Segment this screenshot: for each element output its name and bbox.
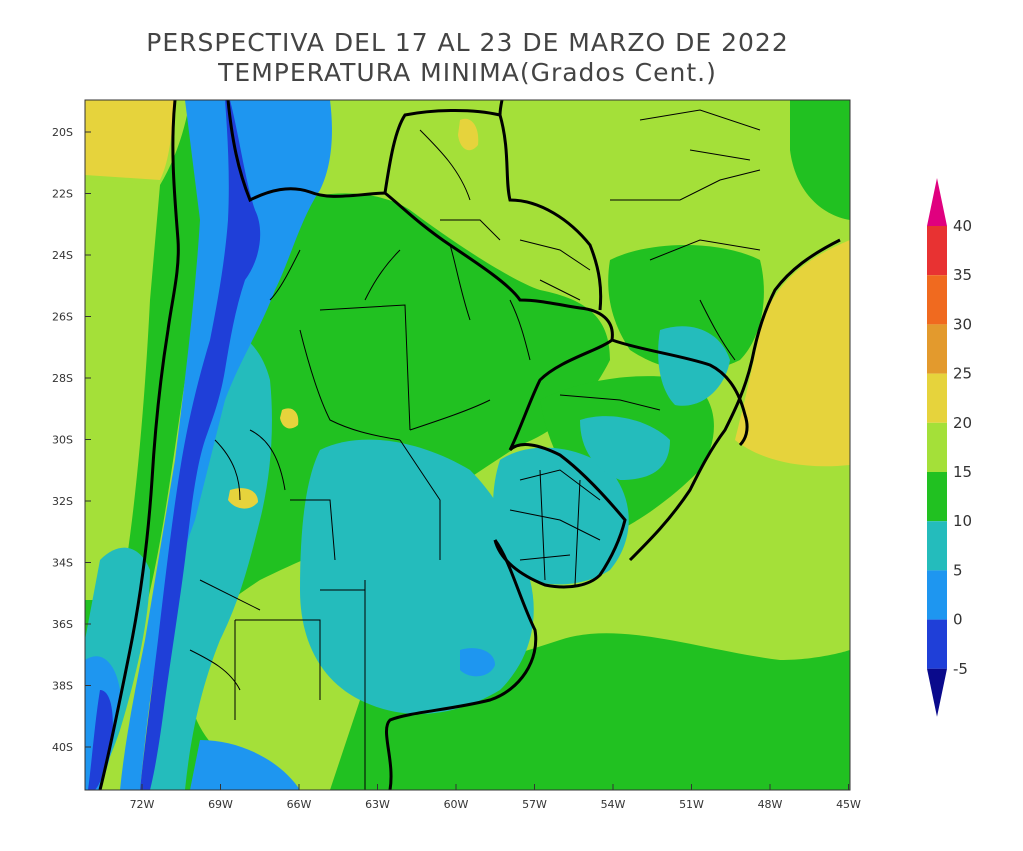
colorbar-bottom-arrow bbox=[927, 668, 947, 717]
colorbar-segment bbox=[927, 275, 947, 325]
region-20-25-patch-bolivia bbox=[458, 118, 479, 151]
lon-label-48W: 48W bbox=[758, 798, 783, 811]
colorbar-segment bbox=[927, 324, 947, 374]
region-5-10-pampas bbox=[300, 439, 534, 714]
lat-label-38S: 38S bbox=[52, 680, 73, 693]
colorbar-label: 10 bbox=[953, 512, 972, 530]
longitude-axis: 72W 69W 66W 63W 60W 57W 54W 51W 48W 45W bbox=[130, 784, 861, 811]
colorbar-segment bbox=[927, 570, 947, 620]
lat-label-36S: 36S bbox=[52, 618, 73, 631]
map-title-line2: TEMPERATURA MINIMA(Grados Cent.) bbox=[218, 58, 717, 87]
lat-label-26S: 26S bbox=[52, 311, 73, 324]
region-5-10-uruguay bbox=[493, 447, 629, 585]
region-minus5-0-andes-crest bbox=[140, 100, 261, 790]
lon-label-45W: 45W bbox=[836, 798, 861, 811]
region-0-5-south bbox=[190, 740, 300, 790]
lon-label-72W: 72W bbox=[130, 798, 155, 811]
region-0-5-andes bbox=[120, 100, 332, 790]
colorbar-label: -5 bbox=[953, 660, 968, 678]
colorbar-top-arrow bbox=[927, 178, 947, 226]
lat-label-40S: 40S bbox=[52, 741, 73, 754]
lon-label-57W: 57W bbox=[522, 798, 547, 811]
colorbar-segment bbox=[927, 226, 947, 276]
lon-label-69W: 69W bbox=[208, 798, 233, 811]
colorbar-label: 30 bbox=[953, 315, 972, 333]
colorbar-label: 0 bbox=[953, 611, 963, 629]
colorbar-segment bbox=[927, 422, 947, 472]
province-borders bbox=[189, 109, 761, 790]
lat-label-20S: 20S bbox=[52, 126, 73, 139]
lon-label-60W: 60W bbox=[444, 798, 469, 811]
lat-label-30S: 30S bbox=[52, 434, 73, 447]
lat-label-22S: 22S bbox=[52, 188, 73, 201]
lat-label-28S: 28S bbox=[52, 372, 73, 385]
region-20-25-patch-andes bbox=[228, 488, 258, 509]
map-frame bbox=[84, 99, 851, 791]
colorbar-label: 35 bbox=[953, 266, 972, 284]
map-title-line1: PERSPECTIVA DEL 17 AL 23 DE MARZO DE 202… bbox=[146, 28, 789, 57]
colorbar-segment bbox=[927, 521, 947, 571]
region-minus5-0-patagonia bbox=[88, 690, 113, 790]
region-0-5-buenos-aires-patch bbox=[460, 648, 495, 677]
lat-label-24S: 24S bbox=[52, 249, 73, 262]
lat-label-34S: 34S bbox=[52, 557, 73, 570]
region-20-25-patch-catamarca bbox=[280, 408, 299, 429]
country-borders bbox=[98, 100, 841, 790]
colorbar-label: 40 bbox=[953, 217, 972, 235]
colorbar: 40 35 30 25 20 15 10 5 0 -5 bbox=[927, 178, 972, 717]
region-10-15-brazil bbox=[608, 245, 764, 371]
region-5-10-parana bbox=[658, 326, 730, 406]
region-5-10-south-brazil bbox=[580, 416, 670, 480]
region-20-25-atlantic bbox=[735, 240, 850, 467]
lon-label-63W: 63W bbox=[365, 798, 390, 811]
region-15-20-pacific-strip bbox=[85, 180, 160, 600]
lon-label-51W: 51W bbox=[679, 798, 704, 811]
lon-label-66W: 66W bbox=[287, 798, 312, 811]
region-5-10-andes-east bbox=[140, 327, 272, 790]
map-fill-regions bbox=[85, 100, 850, 790]
region-10-15-northeast bbox=[790, 100, 850, 220]
colorbar-segment bbox=[927, 373, 947, 423]
colorbar-label: 25 bbox=[953, 365, 972, 383]
lat-label-32S: 32S bbox=[52, 495, 73, 508]
colorbar-label: 5 bbox=[953, 561, 963, 579]
colorbar-label: 20 bbox=[953, 414, 972, 432]
colorbar-label: 15 bbox=[953, 463, 972, 481]
latitude-axis: 20S 22S 24S 26S 28S 30S 32S 34S 36S 38S 40S bbox=[52, 126, 91, 754]
colorbar-segment bbox=[927, 619, 947, 669]
region-20-25-pacific bbox=[85, 100, 175, 180]
colorbar-segment bbox=[927, 472, 947, 522]
lon-label-54W: 54W bbox=[601, 798, 626, 811]
